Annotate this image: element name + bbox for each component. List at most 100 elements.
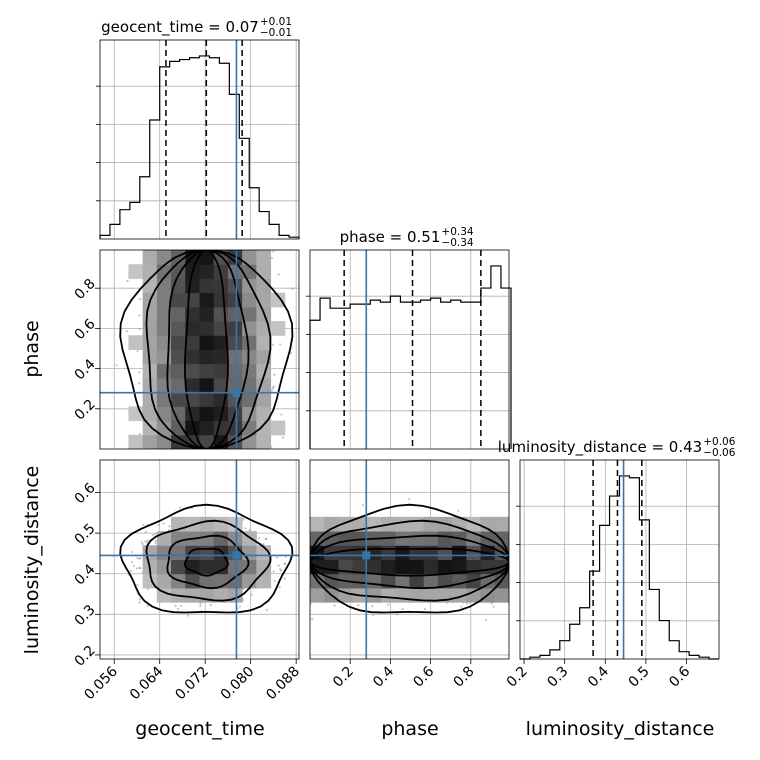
- density-cell: [256, 349, 272, 365]
- sample-point: [333, 604, 336, 607]
- title-lower-error: −0.01: [260, 27, 292, 39]
- histogram-phase: [306, 250, 512, 449]
- x-tick-label-phase: 0.6: [410, 663, 437, 690]
- sample-point: [138, 557, 141, 560]
- axes-frame: [99, 459, 300, 660]
- y-tick-label-phase: 0.4: [72, 356, 99, 383]
- density-cell: [199, 278, 215, 294]
- sample-point: [157, 523, 160, 526]
- x-tick-label-phase: 0.4: [370, 663, 397, 690]
- density-cell: [338, 587, 354, 603]
- sample-point: [151, 533, 154, 536]
- density-cell: [242, 559, 257, 575]
- x-tick-label-phase: 0.8: [451, 664, 478, 691]
- sample-point: [138, 314, 141, 317]
- sample-point: [283, 562, 287, 565]
- sample-point: [144, 530, 147, 534]
- density-cell: [156, 573, 172, 589]
- sample-point: [136, 557, 139, 560]
- sample-point: [311, 617, 314, 621]
- sample-point: [135, 567, 139, 570]
- sample-point: [136, 350, 139, 353]
- density-cell: [227, 264, 243, 279]
- x-tick-label-geocent_time: 0.088: [263, 664, 303, 704]
- density-cell: [227, 516, 243, 532]
- density-cell: [395, 573, 410, 589]
- sample-point: [138, 432, 141, 436]
- density-cell: [437, 531, 453, 546]
- density-cell: [256, 545, 272, 560]
- sample-point: [146, 604, 149, 607]
- x-tick-label-phase: 0.2: [330, 664, 357, 691]
- density-cell: [199, 349, 215, 365]
- density-cell: [156, 392, 172, 407]
- sample-point: [282, 436, 285, 439]
- density-cell: [199, 573, 215, 589]
- sample-point: [265, 537, 268, 541]
- x-tick-label-luminosity_distance: 0.5: [626, 664, 653, 691]
- density-cell: [494, 531, 509, 546]
- title-upper-error: +0.01: [260, 16, 292, 28]
- density-cell: [270, 420, 286, 436]
- title-text: geocent_time = 0.07: [101, 18, 259, 37]
- sample-point: [277, 273, 280, 276]
- density-cell: [452, 545, 467, 560]
- density-cell: [128, 434, 144, 449]
- density-cell: [156, 292, 172, 308]
- density-cell: [352, 516, 368, 532]
- sample-point: [271, 386, 275, 389]
- density-cell: [494, 516, 509, 532]
- sample-point: [310, 602, 312, 606]
- sample-point: [174, 604, 177, 607]
- sample-point: [278, 585, 281, 589]
- sample-point: [138, 327, 141, 330]
- x-axis-label-phase: phase: [381, 718, 438, 740]
- density-cell: [213, 559, 229, 575]
- density-cell: [156, 363, 172, 379]
- sample-point: [279, 343, 282, 346]
- density-cell: [171, 349, 186, 365]
- density-cell: [423, 573, 439, 589]
- sample-point: [277, 564, 280, 567]
- y-tick-label-luminosity_distance: 0.2: [72, 643, 99, 670]
- density-cell: [366, 573, 382, 589]
- title-lower-error: −0.06: [703, 447, 735, 459]
- density-cell: [199, 559, 215, 575]
- sample-point: [484, 618, 488, 622]
- density-cell: [227, 531, 243, 546]
- density-cell: [142, 264, 158, 279]
- density-cell: [142, 406, 158, 422]
- density-cell: [142, 306, 158, 322]
- contour-line: [183, 250, 229, 449]
- density-cell: [227, 573, 243, 589]
- density-cell: [199, 292, 215, 308]
- density-cell: [352, 531, 368, 546]
- density-cell: [395, 516, 410, 532]
- density-cell: [409, 516, 425, 532]
- density-cell: [213, 278, 229, 294]
- sample-point: [371, 613, 375, 616]
- sample-point: [199, 602, 202, 605]
- sample-point: [242, 518, 245, 521]
- y-tick-label-phase: 0.6: [72, 316, 99, 343]
- sample-point: [272, 343, 275, 346]
- x-tick-label-luminosity_distance: 0.3: [544, 664, 571, 691]
- density-cell: [185, 278, 200, 294]
- density-cell: [185, 306, 200, 322]
- scatter-geocent_time-phase: [100, 250, 299, 449]
- density-cell: [185, 420, 200, 436]
- density-cell: [156, 306, 172, 322]
- density-cell: [437, 573, 453, 589]
- density-cell: [171, 306, 186, 322]
- density-cell: [242, 377, 257, 393]
- sample-point: [272, 570, 275, 573]
- contour-line: [310, 519, 509, 602]
- density-cell: [381, 559, 396, 575]
- density-cell: [142, 349, 158, 365]
- sample-point: [136, 583, 139, 587]
- density-cell: [452, 573, 467, 589]
- sample-point: [238, 605, 241, 608]
- sample-point: [129, 569, 132, 572]
- sample-point: [141, 542, 144, 546]
- density-cell: [242, 250, 257, 265]
